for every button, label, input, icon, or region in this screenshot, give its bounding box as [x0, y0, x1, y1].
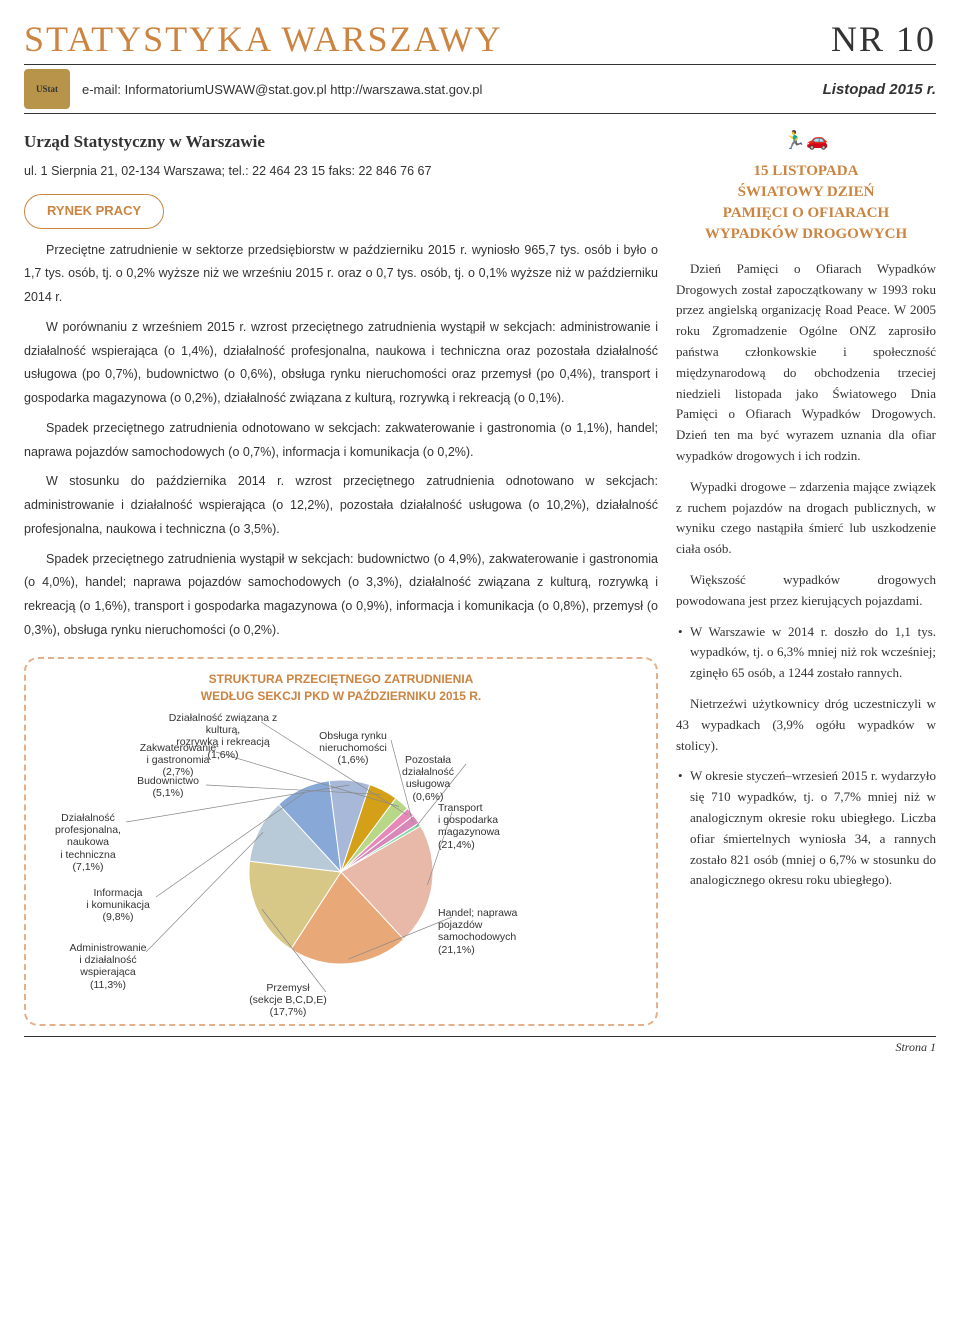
chart-title: STRUKTURA PRZECIĘTNEGO ZATRUDNIENIA WEDŁ…: [38, 671, 644, 705]
header: STATYSTYKA WARSZAWY NR 10: [24, 18, 936, 65]
sidebar-paragraph: Dzień Pamięci o Ofiarach Wypadków Drogow…: [676, 259, 936, 467]
masthead-title: STATYSTYKA WARSZAWY: [24, 18, 503, 60]
pie-label: Administrowaniei działalnośćwspierająca(…: [48, 942, 168, 990]
sidebar-bullet: W okresie styczeń–wrzesień 2015 r. wydar…: [676, 766, 936, 891]
sidebar-paragraph: Wypadki drogowe – zdarzenia mające związ…: [676, 477, 936, 560]
pie-label: Pozostaładziałalnośćusługowa(0,6%): [368, 754, 488, 802]
subheader: UStat e-mail: InformatoriumUSWAW@stat.go…: [24, 65, 936, 114]
sidebar-bullet: W Warszawie w 2014 r. doszło do 1,1 tys.…: [676, 622, 936, 684]
office-address: ul. 1 Sierpnia 21, 02-134 Warszawa; tel.…: [24, 160, 658, 184]
office-title: Urząd Statystyczny w Warszawie: [24, 126, 658, 158]
heading-l2: ŚWIATOWY DZIEŃ: [738, 184, 875, 200]
heading-l3: PAMIĘCI O OFIARACH: [723, 205, 889, 221]
contact-info: e-mail: InformatoriumUSWAW@stat.gov.pl h…: [82, 82, 811, 97]
body-paragraph: W stosunku do października 2014 r. wzros…: [24, 470, 658, 541]
main-column: Urząd Statystyczny w Warszawie ul. 1 Sie…: [24, 126, 658, 1026]
body-paragraph: W porównaniu z wrześniem 2015 r. wzrost …: [24, 316, 658, 411]
body-paragraph: Spadek przeciętnego zatrudnienia odnotow…: [24, 417, 658, 465]
pie-label: Transporti gospodarkamagazynowa(21,4%): [438, 802, 558, 850]
body-paragraph: Przeciętne zatrudnienie w sektorze przed…: [24, 239, 658, 310]
sidebar-paragraph: Większość wypadków drogowych powodowana …: [676, 570, 936, 612]
sidebar-heading: 15 LISTOPADA ŚWIATOWY DZIEŃ PAMIĘCI O OF…: [676, 161, 936, 245]
chart-title-l1: STRUKTURA PRZECIĘTNEGO ZATRUDNIENIA: [209, 672, 474, 686]
heading-l4: WYPADKÓW DROGOWYCH: [705, 226, 907, 242]
heading-l1: 15 LISTOPADA: [754, 163, 859, 179]
pie-label: Przemysł(sekcje B,C,D,E)(17,7%): [228, 982, 348, 1018]
publication-period: Listopad 2015 r.: [823, 81, 936, 98]
car-icon: 🏃‍♂️🚗: [676, 126, 936, 155]
pie-label: Działalnośćprofesjonalna,naukowai techni…: [28, 812, 148, 872]
pie-label: Działalność związana z kulturą,rozrywką …: [163, 712, 283, 760]
sidebar-paragraph: Nietrzeźwi użytkownicy dróg uczestniczyl…: [676, 694, 936, 756]
chart-title-l2: WEDŁUG SEKCJI PKD W PAŹDZIERNIKU 2015 R.: [201, 689, 481, 703]
page-number: Strona 1: [24, 1036, 936, 1055]
publisher-logo: UStat: [24, 69, 70, 109]
issue-number: NR 10: [831, 18, 936, 60]
sidebar: 🏃‍♂️🚗 15 LISTOPADA ŚWIATOWY DZIEŃ PAMIĘC…: [676, 126, 936, 1026]
pie-chart: Transporti gospodarkamagazynowa(21,4%) Ha…: [38, 712, 644, 1012]
pie-label: Handel; naprawapojazdówsamochodowych(21,…: [438, 907, 558, 955]
section-label: RYNEK PRACY: [24, 194, 164, 229]
body-paragraph: Spadek przeciętnego zatrudnienia wystąpi…: [24, 548, 658, 643]
chart-block: STRUKTURA PRZECIĘTNEGO ZATRUDNIENIA WEDŁ…: [24, 657, 658, 1027]
pie-label: Informacjai komunikacja(9,8%): [58, 887, 178, 923]
pie-label: Budownictwo(5,1%): [108, 775, 228, 799]
